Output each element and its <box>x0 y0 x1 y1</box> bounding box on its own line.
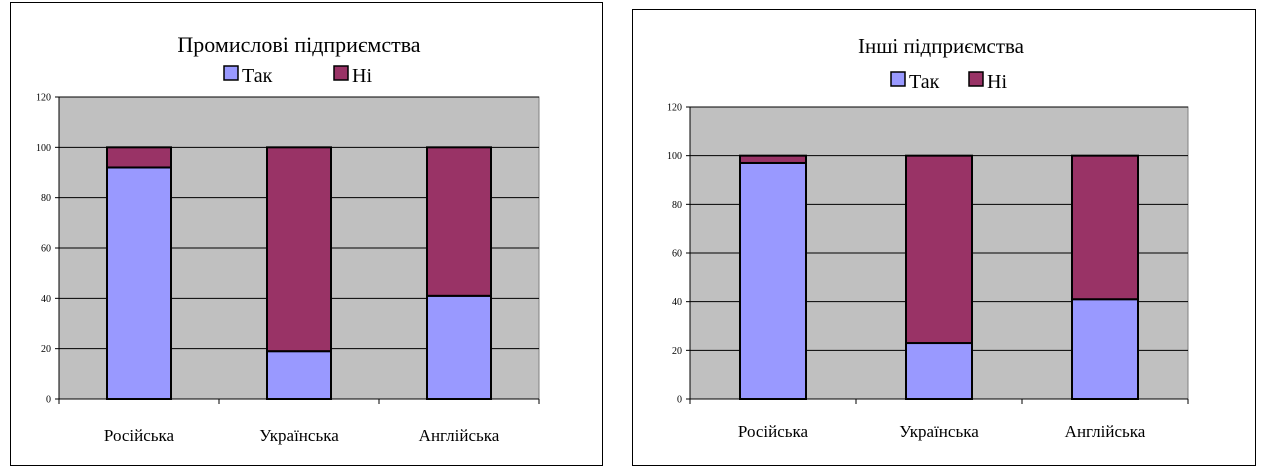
legend-label: Так <box>909 71 940 93</box>
y-tick-label: 40 <box>41 294 51 305</box>
y-tick-label: 80 <box>672 200 682 211</box>
y-tick-label: 100 <box>667 151 682 162</box>
bar-yes <box>106 166 172 400</box>
bar-yes <box>266 350 332 400</box>
x-category-label: Українська <box>259 426 339 445</box>
bar-no <box>426 146 492 297</box>
chart-panel-industrial: Промислові підприємства Так Ні 0 20 40 60 80 100… <box>10 2 603 466</box>
x-category-label: Англійська <box>1065 422 1146 441</box>
y-tick-label: 40 <box>672 297 682 308</box>
chart-other-enterprises: Інші підприємства Так Ні 0 20 40 60 80 100 120 Рос… <box>667 34 1189 441</box>
chart-industrial-enterprises: Промислові підприємства Так Ні 0 20 40 60 80 100… <box>36 32 540 445</box>
bar-yes <box>739 161 807 400</box>
bar-yes <box>1071 298 1139 401</box>
bar-no <box>1071 154 1139 301</box>
bar-no <box>106 146 172 169</box>
y-tick-label: 20 <box>672 346 682 357</box>
x-category-label: Російська <box>104 426 175 445</box>
y-tick-label: 120 <box>36 93 51 104</box>
y-tick-label: 60 <box>41 244 51 255</box>
y-tick-label: 120 <box>667 103 682 114</box>
bar-no <box>739 154 807 164</box>
x-category-label: Російська <box>738 422 809 441</box>
y-tick-label: 20 <box>41 344 51 355</box>
chart-panel-other: Інші підприємства Так Ні 0 20 40 60 80 100 120 Рос… <box>632 9 1256 466</box>
y-tick-label: 100 <box>36 143 51 154</box>
bar-no <box>905 154 973 345</box>
y-tick-label: 60 <box>672 249 682 260</box>
x-category-label: Англійська <box>419 426 500 445</box>
legend-swatch <box>968 71 984 87</box>
legend-label: Так <box>242 65 273 87</box>
legend-label: Ні <box>987 71 1007 93</box>
bar-yes <box>426 294 492 401</box>
y-tick-label: 0 <box>46 395 51 406</box>
y-tick-label: 0 <box>677 395 682 406</box>
legend-swatch <box>890 71 906 87</box>
chart-title: Інші підприємства <box>858 34 1025 58</box>
y-tick-label: 80 <box>41 193 51 204</box>
bar-yes <box>905 342 973 400</box>
x-category-label: Українська <box>899 422 979 441</box>
bar-no <box>266 146 332 353</box>
legend-swatch <box>333 65 349 81</box>
legend-label: Ні <box>352 65 372 87</box>
legend-swatch <box>223 65 239 81</box>
chart-title: Промислові підприємства <box>177 32 420 57</box>
